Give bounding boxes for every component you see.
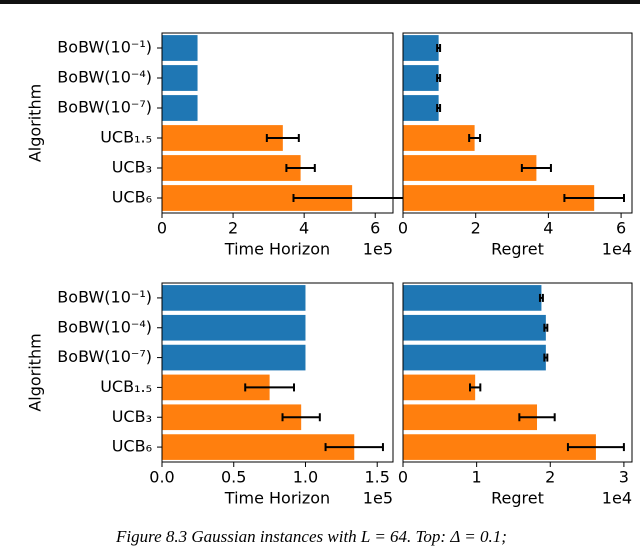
x-tick-label: 0.0 bbox=[149, 468, 174, 487]
bar bbox=[162, 404, 302, 431]
x-offset-label: 1e4 bbox=[602, 240, 632, 259]
y-tick-label: BoBW(10⁻⁴) bbox=[57, 317, 152, 336]
bar bbox=[162, 434, 355, 460]
bar bbox=[403, 185, 595, 211]
x-axis-label: Time Horizon bbox=[224, 489, 330, 508]
y-tick-label: BoBW(10⁻⁷) bbox=[57, 98, 152, 117]
bar bbox=[403, 374, 476, 401]
x-tick-label: 0 bbox=[398, 219, 408, 238]
axes-frame bbox=[161, 32, 394, 214]
y-axis-label: Algorithm bbox=[26, 333, 45, 411]
x-tick-label: 2 bbox=[471, 219, 481, 238]
bar bbox=[403, 35, 439, 61]
x-tick-label: 1 bbox=[472, 468, 482, 487]
bar bbox=[403, 285, 542, 311]
bar bbox=[403, 404, 538, 431]
x-axis-label: Regret bbox=[491, 489, 544, 508]
x-offset-label: 1e5 bbox=[363, 240, 393, 259]
x-tick-label: 0 bbox=[157, 219, 167, 238]
x-tick-label: 0.5 bbox=[221, 468, 246, 487]
bar bbox=[403, 314, 546, 341]
y-tick-label: UCB₆ bbox=[112, 188, 152, 207]
y-tick-label: BoBW(10⁻¹) bbox=[57, 287, 152, 306]
bar bbox=[162, 65, 198, 91]
y-tick-label: UCB₁.₅ bbox=[100, 377, 152, 396]
y-tick-label: BoBW(10⁻⁷) bbox=[57, 347, 152, 366]
x-tick-label: 2 bbox=[545, 468, 555, 487]
y-tick-label: UCB₃ bbox=[112, 158, 152, 177]
caption: Figure 8.3 Gaussian instances with L = 6… bbox=[115, 527, 507, 546]
x-axis-label: Regret bbox=[491, 240, 544, 259]
bar bbox=[403, 344, 546, 371]
x-tick-label: 3 bbox=[619, 468, 629, 487]
x-tick-label: 1.0 bbox=[293, 468, 318, 487]
x-offset-label: 1e4 bbox=[602, 489, 632, 508]
x-tick-label: 1.5 bbox=[364, 468, 389, 487]
y-tick-label: BoBW(10⁻⁴) bbox=[57, 68, 152, 87]
axes-frame bbox=[161, 282, 394, 463]
bar bbox=[162, 95, 198, 121]
x-tick-label: 4 bbox=[299, 219, 309, 238]
bar bbox=[403, 155, 537, 181]
axes-frame bbox=[402, 282, 633, 463]
bar bbox=[162, 125, 283, 151]
bar bbox=[162, 314, 306, 341]
bar bbox=[162, 344, 306, 371]
bar bbox=[403, 434, 596, 460]
x-offset-label: 1e5 bbox=[363, 489, 393, 508]
axes-frame bbox=[402, 32, 633, 214]
top-border bbox=[0, 0, 640, 4]
x-tick-label: 6 bbox=[370, 219, 380, 238]
x-tick-label: 6 bbox=[616, 219, 626, 238]
y-tick-label: UCB₁.₅ bbox=[100, 128, 152, 147]
bar bbox=[403, 95, 439, 121]
x-tick-label: 2 bbox=[228, 219, 238, 238]
bar bbox=[162, 155, 301, 181]
y-tick-label: UCB₆ bbox=[112, 437, 152, 456]
bar bbox=[162, 285, 306, 311]
bar bbox=[162, 35, 198, 61]
bar bbox=[403, 125, 475, 151]
y-tick-label: UCB₃ bbox=[112, 407, 152, 426]
x-tick-label: 0 bbox=[398, 468, 408, 487]
bar bbox=[403, 65, 439, 91]
y-tick-label: BoBW(10⁻¹) bbox=[57, 38, 152, 57]
y-axis-label: Algorithm bbox=[26, 84, 45, 162]
x-axis-label: Time Horizon bbox=[224, 240, 330, 259]
x-tick-label: 4 bbox=[543, 219, 553, 238]
